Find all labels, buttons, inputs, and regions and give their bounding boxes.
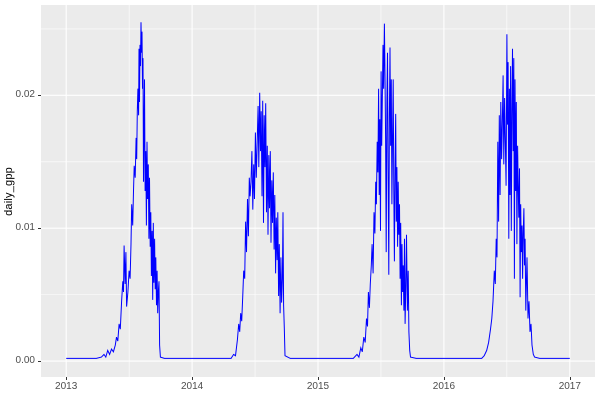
y-axis-tick-mark bbox=[38, 95, 41, 97]
x-tick-label: 2013 bbox=[55, 381, 78, 392]
x-axis-tick-mark bbox=[318, 377, 319, 380]
y-tick-label: 0.00 bbox=[15, 355, 35, 367]
x-tick-label: 2014 bbox=[180, 381, 204, 392]
y-axis-tick-mark bbox=[38, 361, 41, 363]
y-tick-label: 0.01 bbox=[15, 222, 35, 234]
y-axis-title: daily_gpp bbox=[3, 166, 15, 216]
x-axis-tick-mark bbox=[443, 377, 445, 380]
y-axis-title-wrap: daily_gpp bbox=[2, 5, 16, 377]
x-tick-label: 2017 bbox=[558, 381, 581, 392]
plot-panel bbox=[41, 5, 595, 377]
gpp-line bbox=[66, 22, 570, 359]
x-tick-label: 2016 bbox=[432, 381, 456, 392]
y-axis-tick-mark bbox=[38, 228, 41, 230]
y-tick-label: 0.02 bbox=[15, 89, 35, 101]
x-axis-tick-mark bbox=[192, 377, 194, 380]
x-axis-tick-mark bbox=[569, 377, 571, 380]
line-chart-svg bbox=[41, 5, 595, 377]
x-tick-label: 2015 bbox=[306, 381, 330, 392]
x-axis-tick-mark bbox=[66, 377, 68, 380]
